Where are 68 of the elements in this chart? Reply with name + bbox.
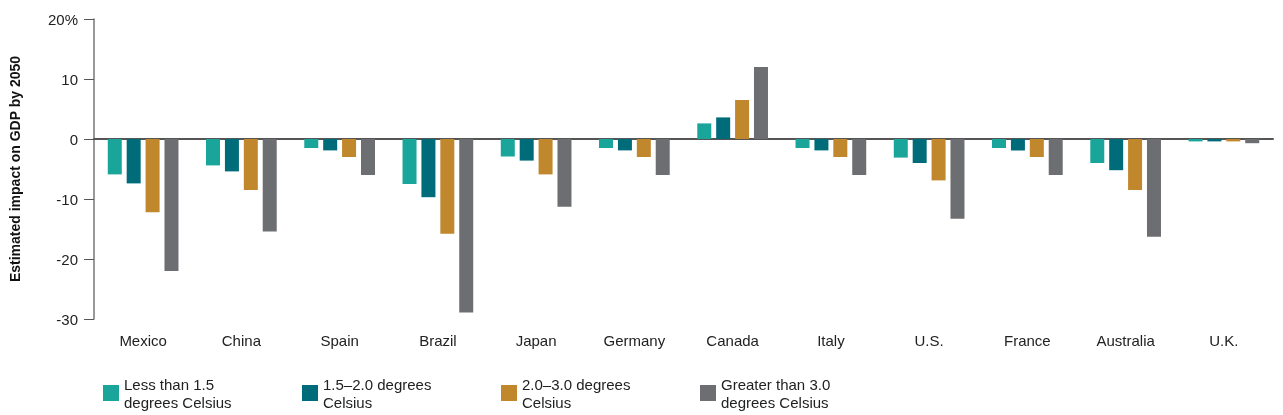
bar bbox=[852, 139, 867, 175]
bar bbox=[342, 139, 357, 157]
x-tick-label: Spain bbox=[320, 332, 359, 349]
bar bbox=[1146, 139, 1161, 237]
bar bbox=[697, 123, 712, 139]
bar bbox=[992, 139, 1007, 148]
x-tick-label: France bbox=[1004, 332, 1051, 349]
x-tick-label: Italy bbox=[817, 332, 846, 349]
bar bbox=[557, 139, 572, 207]
bar bbox=[519, 139, 534, 161]
bar bbox=[655, 139, 670, 175]
bar bbox=[931, 139, 946, 181]
x-tick-label: Canada bbox=[706, 332, 760, 349]
bar bbox=[1010, 139, 1025, 151]
y-tick-label: 20% bbox=[47, 10, 78, 28]
x-tick-label: Japan bbox=[515, 332, 557, 349]
bar bbox=[1048, 139, 1063, 175]
bar bbox=[1109, 139, 1124, 171]
bar bbox=[636, 139, 651, 157]
y-axis-title: Estimated impact on GDP by 2050 bbox=[7, 55, 23, 283]
bar bbox=[1090, 139, 1105, 163]
bar bbox=[538, 139, 553, 175]
bar bbox=[459, 139, 474, 313]
bar bbox=[893, 139, 908, 158]
bar bbox=[716, 117, 731, 139]
y-tick-label: -10 bbox=[56, 190, 78, 208]
bar bbox=[360, 139, 375, 175]
x-tick-label: China bbox=[221, 332, 262, 349]
y-tick-label: -30 bbox=[56, 310, 78, 328]
bar bbox=[126, 139, 141, 184]
bar bbox=[1029, 139, 1044, 157]
bar bbox=[795, 139, 810, 148]
x-tick-label: Brazil bbox=[419, 332, 457, 349]
legend-label: Less than 1.5 degrees Celsius bbox=[124, 375, 232, 411]
y-tick-label: 10 bbox=[61, 70, 78, 88]
x-tick-label: Mexico bbox=[119, 332, 167, 349]
bar bbox=[243, 139, 258, 190]
bar bbox=[107, 139, 122, 175]
bar bbox=[950, 139, 965, 219]
y-tick-label: 0 bbox=[69, 130, 78, 148]
legend-label: 1.5–2.0 degrees Celsius bbox=[323, 375, 436, 411]
bar bbox=[402, 139, 417, 184]
bar bbox=[814, 139, 829, 151]
bar bbox=[224, 139, 239, 172]
bar bbox=[500, 139, 515, 157]
bar bbox=[599, 139, 614, 148]
bar bbox=[421, 139, 436, 198]
bar bbox=[912, 139, 927, 163]
x-tick-label: Germany bbox=[603, 332, 666, 349]
bar bbox=[206, 139, 221, 166]
bar bbox=[1128, 139, 1143, 190]
y-tick-label: -20 bbox=[56, 250, 78, 268]
bar bbox=[323, 139, 338, 151]
bar bbox=[440, 139, 455, 234]
bar bbox=[304, 139, 319, 148]
bar bbox=[833, 139, 848, 157]
bar bbox=[164, 139, 179, 271]
bar bbox=[145, 139, 160, 213]
bar bbox=[617, 139, 632, 151]
bar bbox=[735, 100, 750, 139]
bar bbox=[1245, 139, 1260, 144]
legend-label: Greater than 3.0 degrees Celsius bbox=[721, 375, 835, 411]
x-tick-label: Australia bbox=[1096, 332, 1156, 349]
legend-label: 2.0–3.0 degrees Celsius bbox=[522, 375, 635, 411]
x-tick-label: U.K. bbox=[1209, 332, 1239, 349]
bar bbox=[753, 67, 768, 139]
x-tick-label: U.S. bbox=[914, 332, 944, 349]
bar bbox=[262, 139, 277, 232]
